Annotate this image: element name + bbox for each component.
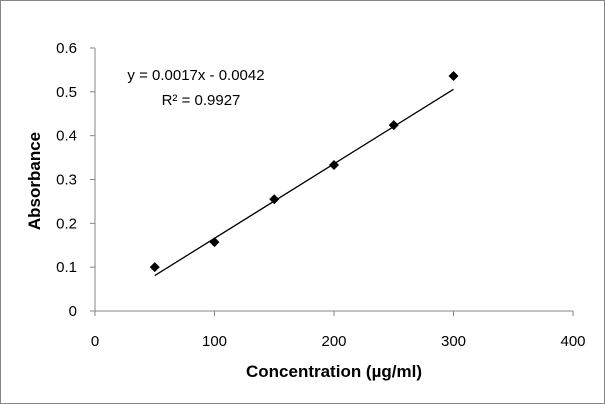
y-axis-title: Absorbance xyxy=(25,132,44,230)
y-tick-label: 0.1 xyxy=(56,259,77,276)
data-point xyxy=(149,262,160,273)
tick-labels: 0 0.1 0.2 0.3 0.4 0.5 0.6 0 100 200 300 400 xyxy=(56,40,585,350)
y-tick-label: 0 xyxy=(69,303,77,320)
y-tick-label: 0.3 xyxy=(56,172,77,189)
data-point xyxy=(448,71,459,82)
y-tick-label: 0.6 xyxy=(56,40,77,57)
y-tick-label: 0.2 xyxy=(56,215,77,232)
axes xyxy=(94,48,573,312)
x-tick-label: 300 xyxy=(441,333,466,350)
x-tick-label: 400 xyxy=(560,333,585,350)
y-tick-label: 0.5 xyxy=(56,84,77,101)
y-tick-label: 0.4 xyxy=(56,128,77,145)
tick-marks xyxy=(90,47,574,316)
x-tick-label: 100 xyxy=(202,333,227,350)
x-axis-title: Concentration (µg/ml) xyxy=(246,362,422,381)
data-point xyxy=(388,120,399,131)
data-point xyxy=(209,237,220,248)
trendline-equation: y = 0.0017x - 0.0042 xyxy=(127,67,264,84)
data-point xyxy=(329,160,339,171)
data-points xyxy=(149,71,459,273)
trendline-r-squared: R² = 0.9927 xyxy=(162,92,241,109)
x-tick-label: 200 xyxy=(321,333,346,350)
x-tick-label: 0 xyxy=(91,333,99,350)
trendline xyxy=(154,88,454,277)
data-point xyxy=(269,194,280,205)
